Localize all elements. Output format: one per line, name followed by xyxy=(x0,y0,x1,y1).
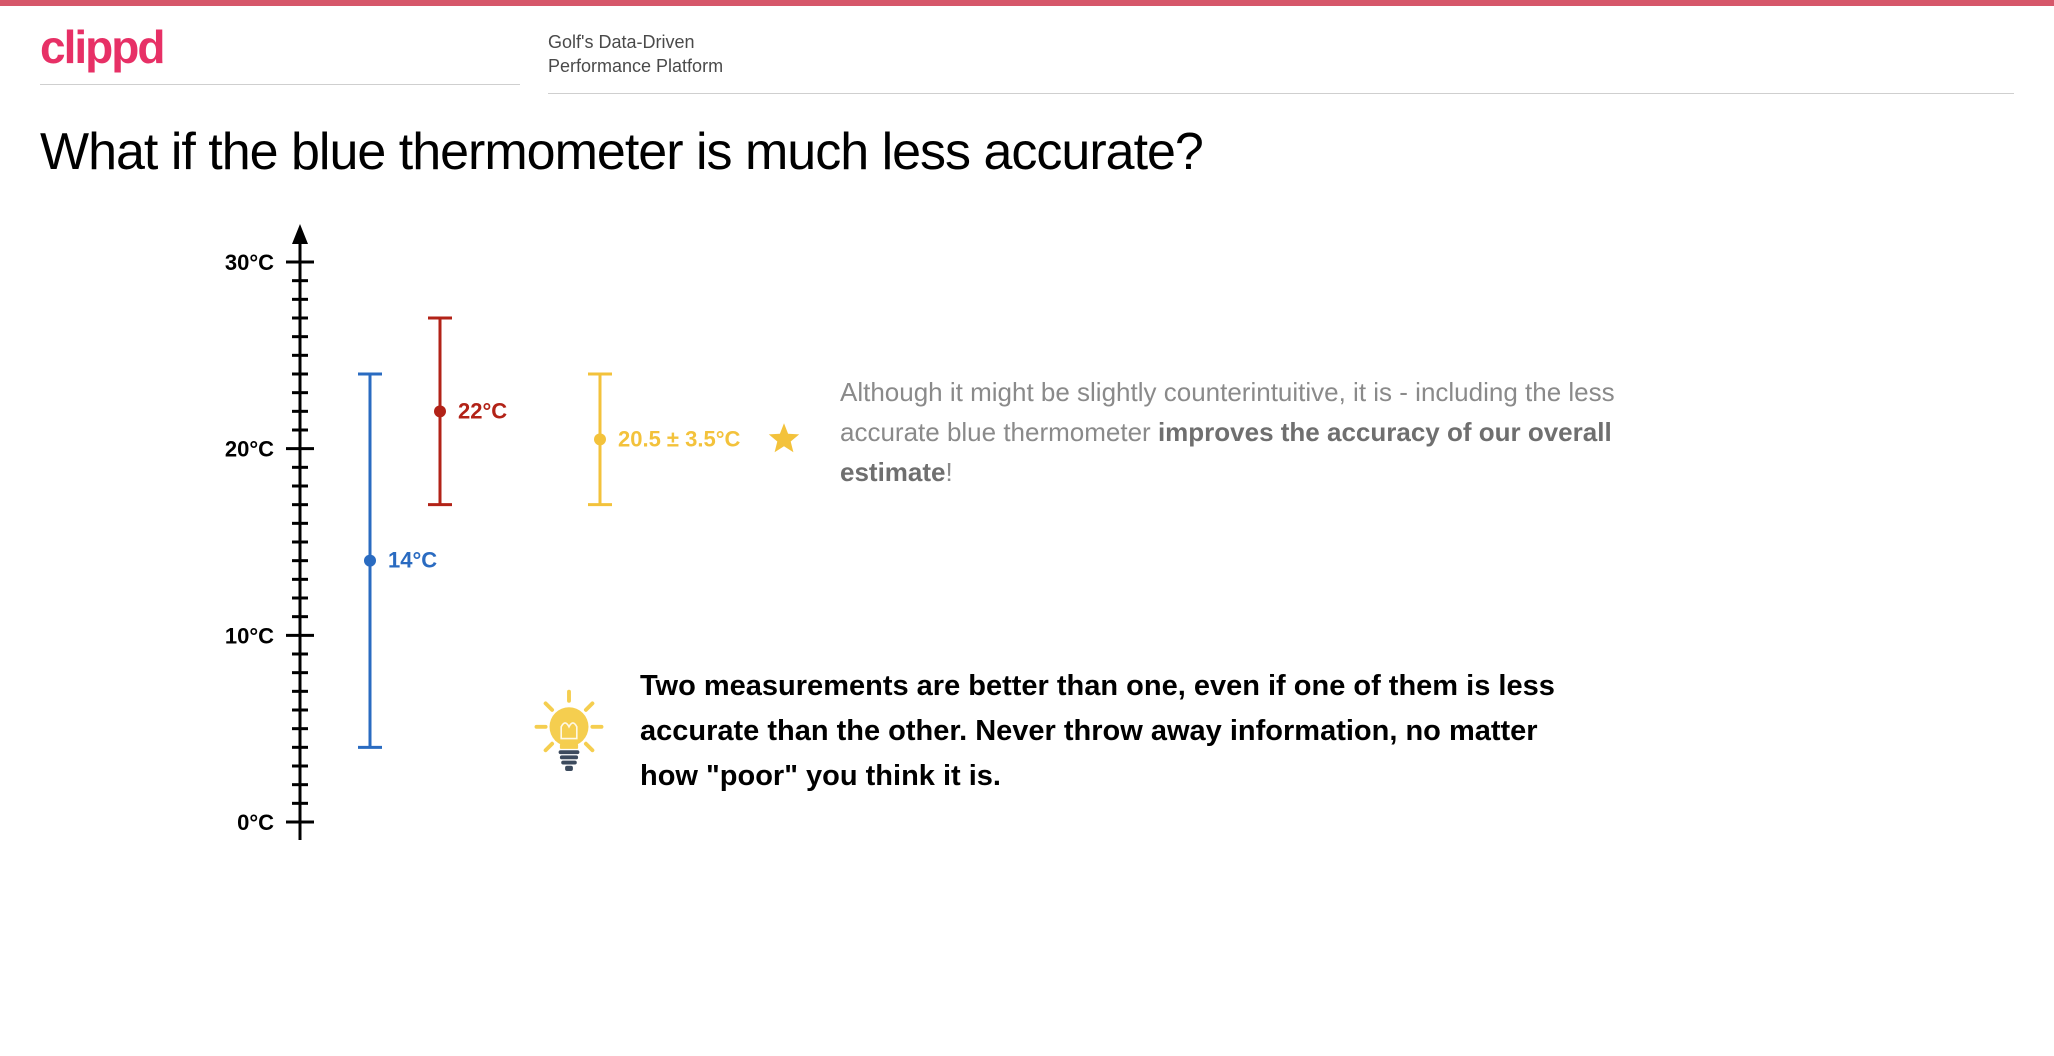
lightbulb-icon xyxy=(530,662,608,802)
tagline-line1: Golf's Data-Driven xyxy=(548,32,694,52)
marker-yellow xyxy=(594,433,606,445)
axis-tick-label: 10°C xyxy=(225,623,274,648)
explanation-post: ! xyxy=(946,457,953,487)
header: clippd Golf's Data-Driven Performance Pl… xyxy=(0,6,2054,94)
label-blue: 14°C xyxy=(388,547,437,572)
content-row: 30°C 20°C 10°C 0°C 14°C 22°C 20.5 ± 3.5°C Two … xyxy=(0,192,2054,882)
takeaway-text: Two measurements are better than one, ev… xyxy=(640,664,1600,799)
axis-tick-label: 0°C xyxy=(237,810,274,835)
tagline-line2: Performance Platform xyxy=(548,56,723,76)
chart-container: 30°C20°C10°C0°C14°C22°C20.5 ± 3.5°C Two … xyxy=(40,222,820,862)
tagline-cell: Golf's Data-Driven Performance Platform xyxy=(548,24,2014,94)
takeaway-row: Two measurements are better than one, ev… xyxy=(530,662,1600,802)
explanation-text: Although it might be slightly counterint… xyxy=(840,372,1660,493)
tagline: Golf's Data-Driven Performance Platform xyxy=(548,30,2014,79)
logo: clippd xyxy=(40,24,520,70)
axis-tick-label: 30°C xyxy=(225,250,274,275)
label-red: 22°C xyxy=(458,398,507,423)
label-yellow: 20.5 ± 3.5°C xyxy=(618,426,740,451)
page-title: What if the blue thermometer is much les… xyxy=(0,94,2054,192)
marker-red xyxy=(434,405,446,417)
axis-tick-label: 20°C xyxy=(225,436,274,461)
star-icon xyxy=(769,423,799,452)
marker-blue xyxy=(364,554,376,566)
logo-cell: clippd xyxy=(40,24,520,85)
